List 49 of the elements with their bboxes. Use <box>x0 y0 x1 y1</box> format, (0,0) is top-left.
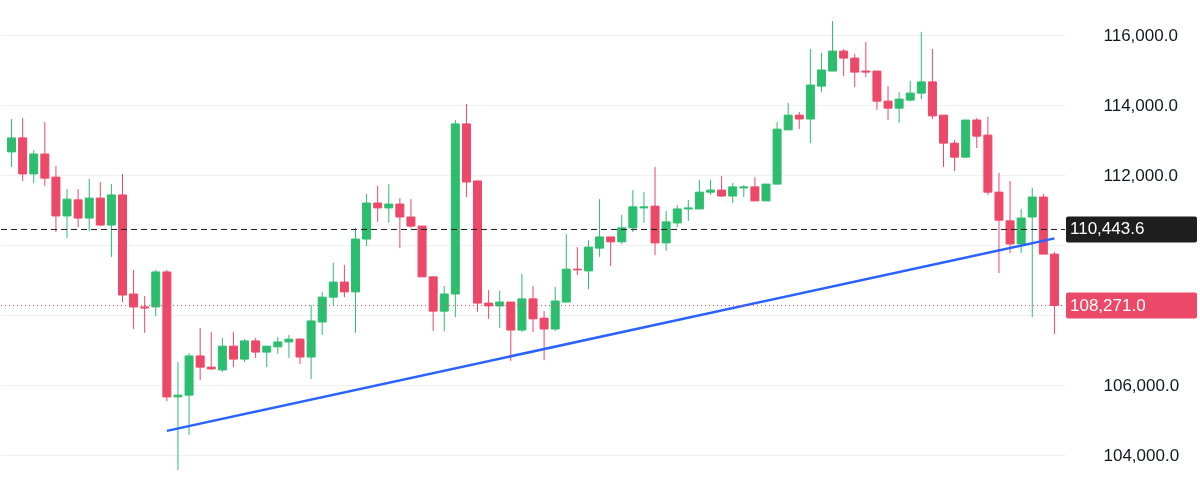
candlestick <box>850 53 860 88</box>
candlestick <box>251 337 261 359</box>
candlestick <box>595 198 605 258</box>
candlestick <box>284 334 294 359</box>
candlestick <box>328 262 338 306</box>
candlestick <box>661 210 671 252</box>
ref-line-label: 110,443.6 <box>1070 219 1145 239</box>
candlestick <box>62 188 72 239</box>
candlestick <box>495 290 505 329</box>
y-tick-label: 106,000.0 <box>1103 375 1180 395</box>
candlestick <box>828 20 838 72</box>
y-tick-label: 112,000.0 <box>1103 165 1178 185</box>
y-tick-label: 116,000.0 <box>1103 25 1178 45</box>
candlestick <box>1027 187 1037 318</box>
candlestick <box>206 331 216 371</box>
candlestick <box>7 118 17 168</box>
candlestick <box>84 178 94 232</box>
candlestick <box>217 337 227 373</box>
candlestick <box>228 331 238 368</box>
candlestick <box>339 264 349 298</box>
candlestick <box>583 239 593 290</box>
candlestick <box>295 337 305 365</box>
candlestick <box>916 31 926 100</box>
candlestick <box>694 179 704 210</box>
ref-line-label: 108,271.0 <box>1070 295 1146 315</box>
candlestick <box>672 204 682 228</box>
candlestick <box>262 345 272 368</box>
candlestick <box>572 246 582 276</box>
candlestick <box>617 214 627 245</box>
candlestick <box>894 91 904 124</box>
candlestick <box>861 41 871 78</box>
candlestick <box>73 188 83 228</box>
y-tick-label: 114,000.0 <box>1103 95 1178 115</box>
candlestick <box>439 285 449 332</box>
candlestick <box>29 149 39 184</box>
candlestick <box>606 236 616 267</box>
candlestick <box>839 48 849 77</box>
candlestick <box>195 327 205 381</box>
candlestick <box>783 102 793 131</box>
y-tick-label: 104,000.0 <box>1103 445 1180 465</box>
candlestick <box>816 52 826 93</box>
candlestick <box>728 182 738 204</box>
candlestick <box>683 199 693 222</box>
candlestick <box>373 185 383 223</box>
candlestick <box>240 338 250 363</box>
candlestick <box>950 139 960 172</box>
candlestick <box>384 183 394 224</box>
candlestick <box>750 176 760 202</box>
candlestick <box>972 117 982 149</box>
